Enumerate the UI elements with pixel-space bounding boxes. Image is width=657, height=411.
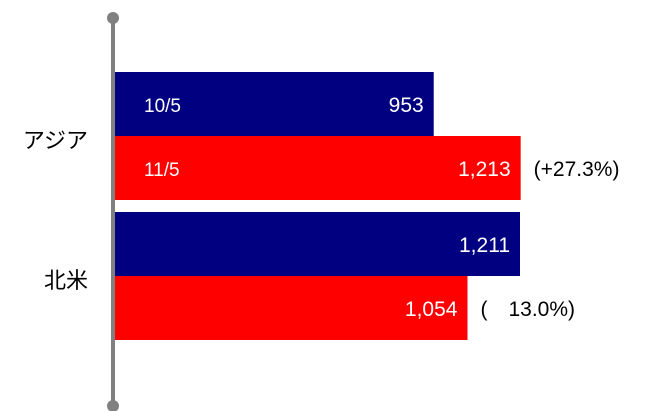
bar-value-label: 953: [389, 94, 424, 117]
bar-value-label: 1,213: [458, 158, 511, 181]
series-label: 11/5: [144, 160, 180, 181]
bar: [115, 136, 521, 200]
bar: [115, 212, 520, 276]
series-label: 10/5: [144, 96, 181, 117]
change-label: ( 13.0%): [480, 298, 575, 321]
category-label: アジア: [23, 129, 88, 154]
axis-bottom-cap: [107, 400, 119, 411]
bar: [115, 72, 434, 136]
bar-value-label: 1,054: [405, 298, 458, 321]
bar-value-label: 1,211: [459, 234, 510, 257]
bar: [115, 276, 468, 340]
change-label: (+27.3%): [534, 158, 620, 181]
axis-top-cap: [107, 12, 119, 24]
category-label: 北米: [44, 269, 88, 294]
